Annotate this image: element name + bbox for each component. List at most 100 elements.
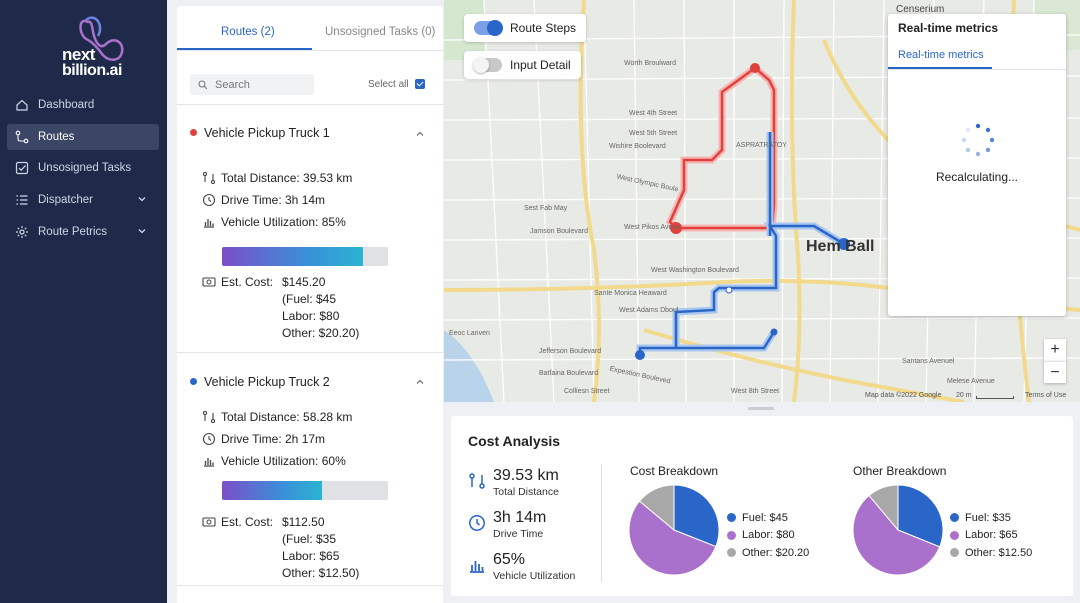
search-box	[190, 74, 314, 95]
route-steps-switch[interactable]	[474, 20, 503, 36]
divider	[601, 464, 602, 582]
map-label: Worth Broulward	[624, 60, 677, 67]
map-attribution: Map data ©2022 Google	[865, 392, 942, 399]
sidebar: next billion.ai Dashboard Routes Unsosig…	[0, 0, 167, 603]
logo-text-next: next	[62, 45, 95, 64]
map-label: West 4th Street	[629, 110, 678, 117]
zoom-out-button[interactable]: −	[1044, 361, 1066, 383]
zoom-in-button[interactable]: +	[1044, 339, 1066, 361]
map-label: West Pikos Aveue	[624, 224, 681, 231]
cost-breakdown-legend: Fuel: $45 Labor: $80 Other: $20.20	[727, 509, 809, 562]
gear-icon	[16, 225, 28, 238]
cost-total: $112.50	[282, 515, 325, 529]
chevron-down-icon[interactable]	[137, 226, 147, 236]
metric-label: Vehicle Utilization	[493, 570, 576, 582]
utilization-text: Vehicle Utilization: 60%	[221, 454, 346, 468]
cost-breakdown-title: Cost Breakdown	[630, 464, 719, 478]
pie-slice-1	[897, 484, 944, 548]
bar-chart-icon	[470, 561, 484, 573]
routes-tabs: Routes (2) Unsosigned Tasks (0)	[177, 6, 443, 50]
vehicle-color-dot	[190, 378, 197, 385]
search-icon	[198, 79, 208, 89]
total-distance-stat: Total Distance: 39.53 km	[202, 171, 352, 185]
legend-item: Fuel: $35	[950, 509, 1032, 527]
drive-time-text: Drive Time: 2h 17m	[221, 432, 326, 446]
routes-panel: Routes (2) Unsosigned Tasks (0) Select a…	[177, 6, 443, 603]
map-terms-link[interactable]: Terms of Use	[1025, 392, 1067, 399]
select-all-checkbox[interactable]	[415, 79, 425, 89]
legend-label: Other: $12.50	[965, 546, 1033, 559]
map-label: Censerium	[896, 4, 945, 15]
metric-value: 39.53 km	[493, 467, 559, 484]
utilization-bar-fill	[222, 247, 364, 266]
tab-routes[interactable]: Routes (2)	[221, 26, 275, 38]
route-steps-toggle[interactable]: Route Steps	[464, 14, 587, 42]
sidebar-item-unsosigned-tasks[interactable]: Unsosigned Tasks	[7, 155, 159, 181]
money-icon	[202, 277, 216, 287]
sidebar-item-dispatcher[interactable]: Dispatcher	[7, 187, 159, 213]
input-detail-label: Input Detail	[510, 58, 571, 72]
vehicle-card-2: Vehicle Pickup Truck 2 Total Distance: 5…	[177, 353, 443, 585]
map-label: Santans Avenuel	[902, 358, 955, 365]
home-icon	[16, 99, 28, 111]
divider	[177, 104, 443, 105]
cost-fuel: (Fuel: $35	[282, 532, 337, 546]
vehicle-title[interactable]: Vehicle Pickup Truck 1	[204, 126, 330, 140]
chevron-up-icon[interactable]	[415, 377, 425, 387]
cost-analysis-title: Cost Analysis	[468, 433, 561, 449]
routes-icon	[15, 130, 29, 144]
route-icon	[202, 410, 216, 424]
city-label: Hem Ball	[806, 238, 875, 255]
loading-spinner-icon	[961, 123, 995, 157]
clock-icon	[202, 193, 216, 207]
route-icon	[202, 171, 216, 185]
metric-label: Drive Time	[493, 528, 544, 540]
metric-value: 3h 14m	[493, 509, 547, 526]
other-breakdown-title: Other Breakdown	[853, 464, 947, 478]
utilization-bar	[222, 481, 388, 500]
input-detail-toggle[interactable]: Input Detail	[464, 51, 581, 79]
legend-item: Labor: $65	[950, 527, 1032, 545]
money-icon	[202, 517, 216, 527]
map-view[interactable]: Route Steps Input Detail Censerium Worth…	[444, 0, 1080, 402]
sidebar-item-label: Unsosigned Tasks	[38, 162, 132, 175]
chevron-down-icon[interactable]	[137, 194, 147, 204]
divider	[177, 352, 443, 353]
sidebar-item-routes[interactable]: Routes	[7, 123, 159, 150]
cost-labor: Labor: $80	[282, 309, 340, 323]
tab-underline	[177, 48, 312, 50]
map-label: Sante Monica Heaward	[594, 290, 667, 297]
select-all-label: Select all	[368, 79, 409, 90]
pie-slice-2	[628, 500, 717, 576]
cost-fuel: (Fuel: $45	[282, 292, 337, 306]
sidebar-item-label: Dispatcher	[38, 194, 93, 207]
sidebar-item-route-petrics[interactable]: Route Petrics	[7, 219, 159, 245]
search-input[interactable]	[215, 78, 310, 91]
list-icon	[16, 195, 28, 205]
cost-label: Est. Cost:	[221, 515, 274, 529]
sidebar-item-label: Route Petrics	[38, 225, 108, 238]
utilization-stat: Vehicle Utilization: 60%	[202, 454, 346, 468]
utilization-bar-fill	[222, 481, 322, 500]
tab-unsosigned-tasks[interactable]: Unsosigned Tasks (0)	[325, 26, 436, 38]
legend-label: Fuel: $45	[742, 511, 788, 524]
sidebar-item-dashboard[interactable]: Dashboard	[7, 92, 159, 118]
map-label: ASPRATRATOY	[736, 142, 787, 149]
cost-other: Other: $20.20)	[282, 326, 360, 340]
route-icon	[469, 473, 485, 489]
cost-total: $145.20	[282, 275, 326, 289]
cost-labor: Labor: $65	[282, 549, 340, 563]
tab-realtime-metrics[interactable]: Real-time metrics	[898, 49, 984, 61]
logo-text-billion: billion.ai	[62, 62, 122, 79]
input-detail-switch[interactable]	[473, 57, 502, 73]
drive-time-stat: Drive Time: 2h 17m	[202, 432, 325, 446]
check-square-icon	[15, 162, 29, 175]
bar-chart-icon	[204, 458, 214, 467]
cost-values: $145.20 (Fuel: $45 Labor: $80 Other: $20…	[282, 274, 359, 342]
vehicle-title[interactable]: Vehicle Pickup Truck 2	[204, 375, 330, 389]
chevron-up-icon[interactable]	[415, 129, 425, 139]
map-label: Jamson Boulevard	[530, 228, 588, 235]
realtime-metrics-panel: Real-time metrics Real-time metrics Reca…	[888, 14, 1066, 316]
resize-handle[interactable]	[748, 407, 774, 410]
sidebar-nav: Dashboard Routes Unsosigned Tasks Dispat…	[7, 92, 159, 250]
